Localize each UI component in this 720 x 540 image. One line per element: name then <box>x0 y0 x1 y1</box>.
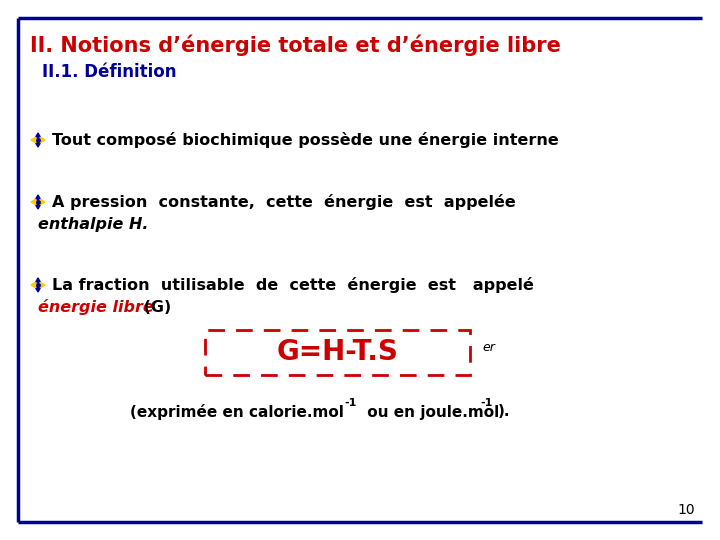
Text: G=H-T.S: G=H-T.S <box>276 339 398 367</box>
Polygon shape <box>35 142 41 147</box>
Polygon shape <box>31 282 36 288</box>
Bar <box>205 330 470 375</box>
Text: Tout composé biochimique possède une énergie interne: Tout composé biochimique possède une éne… <box>52 132 559 148</box>
Polygon shape <box>35 278 41 283</box>
Text: II. Notions d’énergie totale et d’énergie libre: II. Notions d’énergie totale et d’énergi… <box>30 34 561 56</box>
Text: ou en joule.mol: ou en joule.mol <box>362 404 499 420</box>
Text: (G): (G) <box>138 300 171 314</box>
Polygon shape <box>35 195 41 200</box>
Text: La fraction  utilisable  de  cette  énergie  est   appelé: La fraction utilisable de cette énergie … <box>52 277 534 293</box>
Text: -1: -1 <box>344 398 356 408</box>
Text: 10: 10 <box>678 503 695 517</box>
Polygon shape <box>31 137 36 143</box>
Polygon shape <box>35 204 41 209</box>
Text: (exprimée en calorie.mol: (exprimée en calorie.mol <box>130 404 344 420</box>
Text: ).: ). <box>498 404 510 420</box>
Polygon shape <box>40 137 45 143</box>
Polygon shape <box>35 133 41 138</box>
Polygon shape <box>40 199 45 205</box>
Text: -1: -1 <box>480 398 492 408</box>
Bar <box>205 330 470 375</box>
Text: enthalpie H.: enthalpie H. <box>38 217 148 232</box>
Polygon shape <box>40 282 45 288</box>
Text: énergie libre: énergie libre <box>38 299 154 315</box>
Text: A pression  constante,  cette  énergie  est  appelée: A pression constante, cette énergie est … <box>52 194 516 210</box>
Text: II.1. Définition: II.1. Définition <box>42 63 176 81</box>
Polygon shape <box>35 287 41 292</box>
Polygon shape <box>31 199 36 205</box>
Text: er: er <box>482 341 495 354</box>
